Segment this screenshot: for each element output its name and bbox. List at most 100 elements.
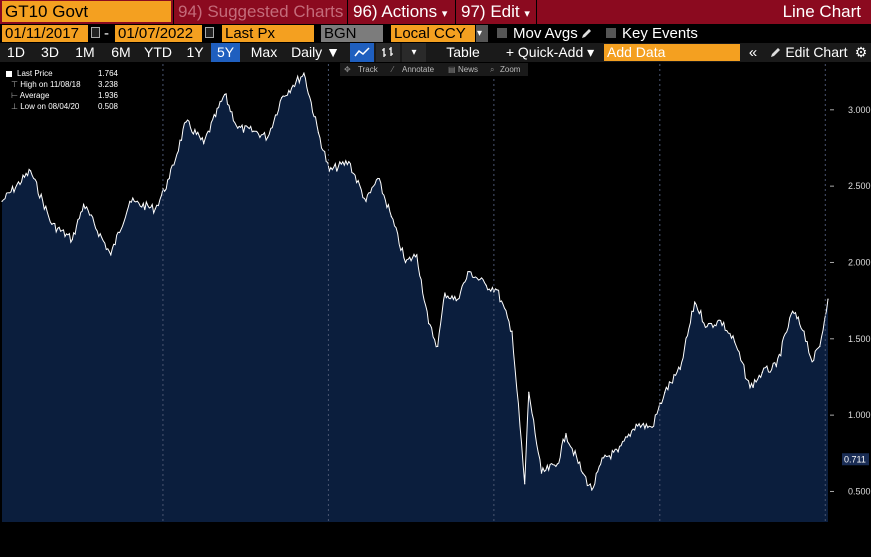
legend-high: ⊤ High on 11/08/18 3.238 — [11, 80, 122, 90]
divider — [173, 0, 174, 24]
calendar-icon[interactable] — [205, 27, 214, 38]
data-point — [591, 489, 593, 491]
suggested-charts-button[interactable]: 94) Suggested Charts — [178, 0, 343, 24]
y-tick-label: 3.000 — [848, 105, 871, 115]
data-point — [1, 200, 3, 202]
data-point — [416, 254, 418, 256]
data-point — [706, 325, 708, 328]
y-tick-label: 2.000 — [848, 257, 871, 267]
period-max-button[interactable]: Max — [250, 44, 278, 60]
data-point — [267, 136, 269, 138]
period-6m-button[interactable]: 6M — [111, 44, 131, 60]
period-1y-button[interactable]: 1Y — [186, 44, 204, 60]
menu-label: Actions — [381, 2, 438, 21]
pencil-icon — [771, 48, 781, 57]
data-point — [694, 301, 696, 303]
key-events-label: Key Events — [622, 25, 698, 42]
data-point — [168, 177, 170, 180]
data-point — [185, 121, 187, 123]
data-point — [540, 472, 543, 474]
data-point — [734, 341, 736, 343]
mov-avgs-checkbox[interactable] — [497, 28, 507, 38]
data-point — [303, 72, 305, 74]
period-1d-button[interactable]: 1D — [7, 44, 25, 60]
data-point — [827, 298, 829, 300]
data-point — [528, 391, 530, 393]
bar-chart-icon[interactable] — [376, 43, 400, 62]
line-chart-icon[interactable] — [350, 43, 374, 62]
last-value-marker-label: 0.711 — [844, 454, 866, 464]
data-point — [428, 322, 430, 325]
edit-menu-button[interactable]: 97) Edit ▾ — [461, 0, 530, 24]
add-data-input[interactable]: Add Data — [604, 44, 740, 61]
end-date-input[interactable]: 01/07/2022 — [115, 25, 202, 42]
edit-chart-label: Edit Chart — [785, 44, 848, 60]
period-1m-button[interactable]: 1M — [75, 44, 95, 60]
actions-menu-button[interactable]: 96) Actions ▾ — [353, 0, 447, 24]
data-point — [819, 345, 821, 348]
x-axis-bar — [0, 532, 871, 552]
collapse-double-chevron-icon[interactable]: « — [748, 44, 758, 61]
table-button[interactable]: Table — [446, 44, 480, 60]
price-line — [1, 71, 829, 492]
data-point — [390, 216, 393, 218]
track-button[interactable]: Track — [358, 65, 378, 74]
key-events-checkbox[interactable] — [606, 28, 616, 38]
data-point — [775, 365, 777, 367]
data-point — [602, 457, 605, 459]
data-point — [582, 472, 584, 474]
data-point — [51, 223, 53, 225]
currency-dropdown-icon[interactable]: ▾ — [476, 25, 488, 42]
source-input[interactable]: BGN — [321, 25, 383, 42]
legend-low: ⊥ Low on 08/04/20 0.508 — [11, 102, 122, 112]
menu-number: 96) — [353, 2, 378, 21]
chart-type-dropdown-icon[interactable]: ▾ — [402, 43, 426, 62]
calendar-icon[interactable] — [91, 27, 100, 38]
y-tick-label: 1.500 — [848, 334, 871, 344]
low-marker-icon: ⊥ — [11, 102, 18, 111]
data-point — [496, 289, 498, 291]
gear-icon[interactable]: ⚙ — [854, 44, 868, 60]
period-ytd-button[interactable]: YTD — [144, 44, 172, 60]
period-5y-button[interactable]: 5Y — [211, 43, 240, 62]
field-select[interactable]: Last Px — [222, 25, 314, 42]
data-point — [292, 84, 294, 86]
news-button[interactable]: News — [458, 65, 479, 74]
caret-down-icon: ▾ — [524, 8, 530, 20]
frequency-select[interactable]: Daily ▼ — [291, 44, 340, 60]
data-point — [511, 330, 513, 332]
news-icon: ▤ — [448, 65, 456, 74]
security-input[interactable]: GT10 Govt — [2, 1, 171, 22]
last-price-swatch — [6, 71, 12, 77]
mov-avgs-label: Mov Avgs — [513, 25, 578, 42]
data-point — [377, 177, 379, 180]
data-point — [792, 310, 794, 312]
period-3d-button[interactable]: 3D — [41, 44, 59, 60]
data-point — [71, 238, 73, 241]
settings-bar: 01/11/2017 - 01/07/2022 Last Px BGN Loca… — [0, 24, 871, 43]
data-point — [110, 254, 112, 256]
data-point — [719, 319, 722, 322]
data-point — [444, 292, 446, 294]
chart-svg: 0.5001.0001.5002.0002.5003.0000.71120172… — [0, 62, 871, 552]
menu-label: Suggested Charts — [207, 2, 344, 21]
menu-label: Edit — [490, 2, 520, 21]
legend-label: Average — [19, 91, 50, 100]
zoom-button[interactable]: Zoom — [500, 65, 521, 74]
legend-value: 0.508 — [97, 102, 118, 111]
data-point — [129, 200, 131, 202]
view-title: Line Chart — [782, 2, 861, 21]
pencil-icon[interactable] — [580, 27, 593, 40]
currency-select[interactable]: Local CCY — [391, 25, 475, 42]
edit-chart-button[interactable]: Edit Chart — [766, 43, 852, 62]
quick-add-button[interactable]: + Quick-Add ▾ — [505, 44, 595, 60]
divider — [455, 0, 456, 24]
data-point — [635, 423, 637, 425]
start-date-input[interactable]: 01/11/2017 — [2, 25, 88, 42]
data-point — [485, 284, 487, 286]
data-point — [203, 142, 205, 144]
data-point — [404, 261, 407, 264]
annotate-button[interactable]: Annotate — [402, 65, 435, 74]
data-point — [651, 426, 653, 428]
divider — [347, 0, 348, 24]
